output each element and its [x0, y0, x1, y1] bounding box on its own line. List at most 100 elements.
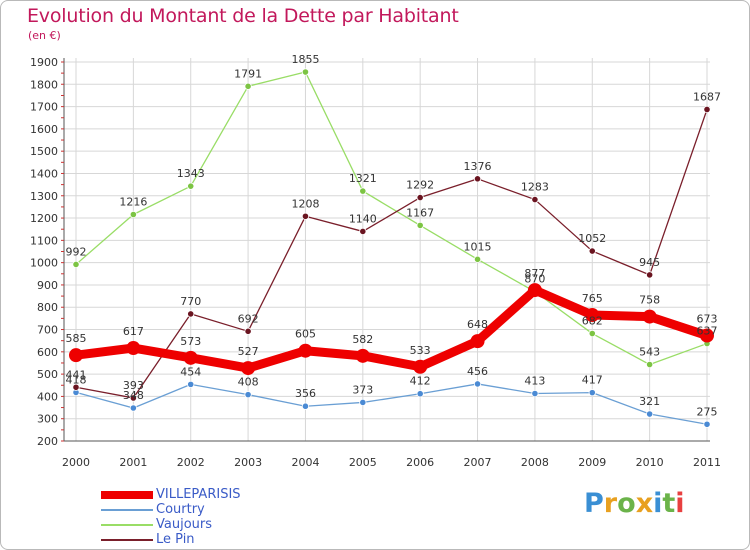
- data-point-vaujours: [359, 187, 367, 195]
- data-label-le-pin: 945: [639, 256, 660, 269]
- data-label-courtry: 373: [352, 383, 373, 396]
- data-label-le-pin: 1283: [521, 181, 549, 194]
- data-point-le-pin: [359, 227, 367, 236]
- logo-letter: i: [675, 488, 685, 519]
- data-point-le-pin: [244, 327, 252, 335]
- data-label-vaujours: 1015: [464, 240, 492, 253]
- data-point-villeparisis: [527, 283, 542, 298]
- data-point-courtry: [244, 391, 252, 399]
- data-point-courtry: [416, 390, 424, 398]
- legend-swatch-villeparisis: [101, 491, 153, 499]
- x-tick-label: 2003: [234, 456, 262, 469]
- data-label-vaujours: 1855: [291, 53, 319, 66]
- logo-letter: o: [617, 488, 636, 519]
- data-point-le-pin: [646, 271, 654, 279]
- y-tick-label: 1100: [30, 234, 58, 247]
- data-label-vaujours: 1216: [119, 195, 147, 208]
- data-point-courtry: [187, 380, 195, 388]
- data-label-villeparisis: 533: [410, 344, 431, 357]
- data-label-le-pin: 1292: [406, 179, 434, 192]
- y-tick-label: 1000: [30, 257, 58, 270]
- chart-title: Evolution du Montant de la Dette par Hab…: [27, 5, 459, 27]
- data-point-le-pin: [187, 310, 195, 318]
- data-point-le-pin: [129, 394, 137, 402]
- legend-swatch-courtry: [101, 509, 153, 511]
- data-label-vaujours: 543: [639, 346, 660, 359]
- data-point-courtry: [359, 398, 367, 407]
- data-label-villeparisis: 582: [352, 333, 373, 346]
- data-point-vaujours: [416, 221, 424, 230]
- y-tick-label: 1400: [30, 167, 58, 180]
- data-label-villeparisis: 605: [295, 328, 316, 341]
- data-label-villeparisis: 758: [639, 294, 660, 307]
- logo-letter: P: [584, 488, 604, 519]
- legend-label-villeparisis: VILLEPARISIS: [156, 487, 241, 502]
- data-point-le-pin: [588, 247, 596, 255]
- data-label-vaujours: 1343: [177, 167, 205, 180]
- data-label-courtry: 413: [524, 375, 545, 388]
- data-label-le-pin: 1376: [464, 160, 492, 173]
- data-label-le-pin: 1140: [349, 212, 377, 225]
- data-point-vaujours: [301, 68, 310, 76]
- data-label-villeparisis: 877: [524, 267, 545, 280]
- data-point-le-pin: [301, 212, 310, 220]
- x-tick-label: 2002: [177, 456, 205, 469]
- series-line-courtry: [75, 383, 708, 425]
- y-tick-label: 800: [37, 301, 58, 314]
- data-label-courtry: 456: [467, 365, 488, 378]
- x-tick-label: 2008: [521, 456, 549, 469]
- data-label-vaujours: 637: [697, 325, 718, 338]
- chart-subtitle: (en €): [28, 29, 61, 42]
- data-point-vaujours: [72, 260, 80, 269]
- y-tick-label: 1600: [30, 123, 58, 136]
- y-tick-label: 900: [37, 279, 58, 292]
- data-label-le-pin: 692: [238, 312, 259, 325]
- data-point-courtry: [301, 402, 310, 410]
- y-tick-label: 1200: [30, 212, 58, 225]
- data-point-le-pin: [703, 105, 711, 114]
- data-point-vaujours: [129, 210, 137, 219]
- y-tick-label: 200: [37, 435, 58, 448]
- data-point-villeparisis: [69, 348, 83, 363]
- data-label-le-pin: 770: [180, 295, 201, 308]
- y-tick-label: 700: [37, 324, 58, 337]
- data-point-courtry: [703, 420, 711, 428]
- data-point-courtry: [473, 380, 482, 388]
- data-point-le-pin: [473, 175, 482, 183]
- data-label-courtry: 356: [295, 387, 316, 400]
- data-point-vaujours: [646, 360, 654, 369]
- data-label-le-pin: 393: [123, 379, 144, 392]
- data-point-villeparisis: [241, 361, 256, 376]
- data-label-le-pin: 441: [66, 368, 87, 381]
- legend-label-courtry: Courtry: [156, 502, 205, 517]
- x-tick-label: 2004: [291, 456, 319, 469]
- data-label-le-pin: 1208: [291, 197, 319, 210]
- data-label-courtry: 418: [66, 373, 87, 386]
- data-point-villeparisis: [413, 359, 428, 374]
- data-label-courtry: 412: [410, 375, 431, 388]
- data-point-villeparisis: [470, 334, 485, 349]
- x-tick-label: 2006: [406, 456, 434, 469]
- data-point-villeparisis: [585, 308, 600, 323]
- data-label-courtry: 348: [123, 389, 144, 402]
- series-line-le-pin: [75, 108, 708, 399]
- data-label-courtry: 408: [238, 376, 259, 389]
- data-point-vaujours: [187, 182, 195, 190]
- x-tick-label: 2001: [119, 456, 147, 469]
- data-label-vaujours: 1167: [406, 206, 434, 219]
- y-tick-label: 1500: [30, 145, 58, 158]
- data-label-villeparisis: 585: [66, 332, 87, 345]
- data-label-courtry: 321: [639, 395, 660, 408]
- data-point-villeparisis: [126, 341, 141, 356]
- data-label-vaujours: 682: [582, 315, 603, 328]
- logo-letter: t: [662, 488, 676, 519]
- data-point-vaujours: [588, 329, 596, 338]
- data-point-courtry: [129, 404, 137, 412]
- data-point-courtry: [588, 389, 596, 397]
- data-label-le-pin: 1052: [578, 232, 606, 245]
- y-tick-label: 1900: [30, 56, 58, 69]
- x-tick-label: 2010: [636, 456, 664, 469]
- series-line-villeparisis: [71, 285, 712, 373]
- data-point-villeparisis: [700, 328, 714, 343]
